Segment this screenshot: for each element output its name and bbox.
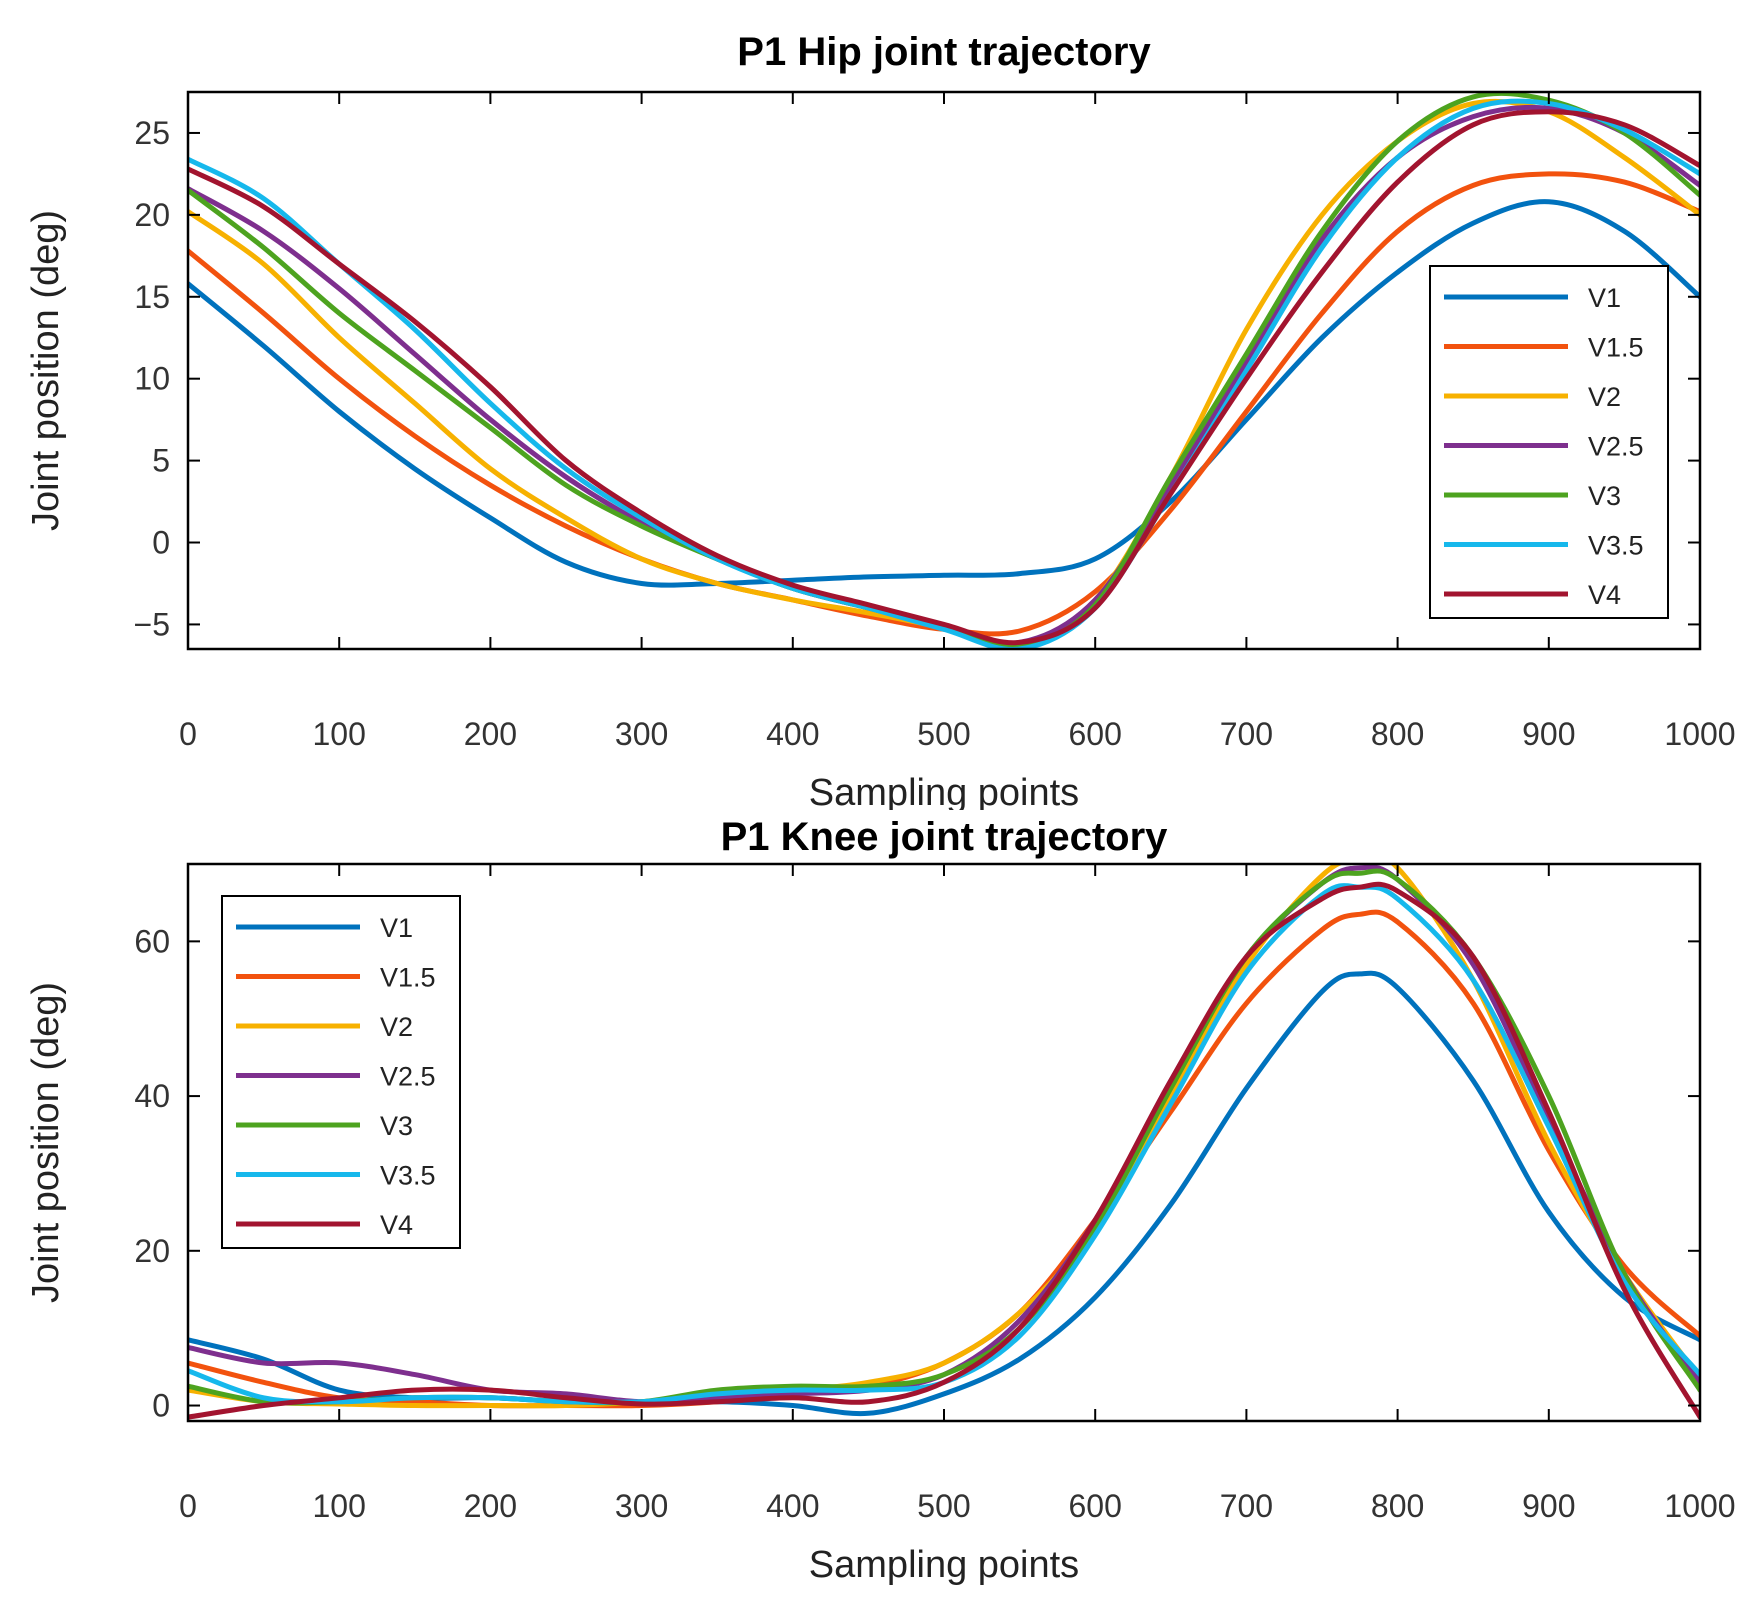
x-tick-label: 500: [917, 1488, 970, 1524]
x-tick-label: 700: [1220, 716, 1273, 752]
x-tick-label: 300: [615, 1488, 668, 1524]
x-tick-label: 100: [313, 716, 366, 752]
legend-label-V2: V2: [1588, 382, 1621, 412]
chart-panel-1: 0 100 200 300 400 500 600 700 800 900 1000 −5 0 5 10 15…: [25, 25, 1736, 814]
legend-label-V2-5: V2.5: [1588, 432, 1644, 462]
legend-box: [1429, 265, 1669, 619]
x-tick-label: 0: [179, 1488, 197, 1524]
legend-label-V1: V1: [380, 913, 413, 943]
y-tick-label: 5: [152, 443, 170, 479]
legend: V1 V1.5 V2 V2.5 V3 V3.5 V4: [221, 895, 461, 1249]
x-tick-label: 400: [766, 1488, 819, 1524]
series-line-V3-5: [188, 883, 1700, 1405]
y-tick-label: 20: [134, 197, 170, 233]
legend-label-V1-5: V1.5: [1588, 333, 1644, 363]
x-tick-label: 600: [1069, 716, 1122, 752]
y-tick-label: 60: [134, 923, 170, 959]
legend-box: [221, 895, 461, 1249]
y-axis-label: Joint position (deg): [25, 982, 67, 1303]
series-line-V3-5: [188, 98, 1700, 649]
series-line-V4: [188, 881, 1700, 1420]
legend-label-V3-5: V3.5: [1588, 531, 1644, 561]
x-axis-label: Sampling points: [809, 1544, 1079, 1586]
x-tick-label: 100: [313, 1488, 366, 1524]
x-tick-label: 400: [766, 716, 819, 752]
chart-title: P1 Hip joint trajectory: [737, 30, 1151, 74]
x-tick-label: 800: [1371, 716, 1424, 752]
legend-label-V4: V4: [380, 1210, 413, 1240]
chart-title: P1 Knee joint trajectory: [721, 815, 1169, 859]
y-tick-label: −5: [134, 606, 170, 642]
legend-label-V3: V3: [380, 1111, 413, 1141]
title-backdrop: [684, 810, 1204, 862]
y-tick-label: 10: [134, 361, 170, 397]
legend-label-V3: V3: [1588, 481, 1621, 511]
legend-label-V2-5: V2.5: [380, 1062, 436, 1092]
y-tick-label: 40: [134, 1078, 170, 1114]
x-tick-label: 900: [1522, 1488, 1575, 1524]
x-tick-label: 1000: [1664, 1488, 1735, 1524]
y-axis-label: Joint position (deg): [25, 210, 67, 531]
legend-label-V1: V1: [1588, 283, 1621, 313]
chart-panel-2: 0 100 200 300 400 500 600 700 800 900 1000 0 20 40 60 P…: [25, 810, 1736, 1586]
title-backdrop: [684, 25, 1204, 77]
y-tick-label: 25: [134, 115, 170, 151]
series-group: [188, 92, 1700, 649]
x-tick-label: 600: [1069, 1488, 1122, 1524]
x-tick-label: 1000: [1664, 716, 1735, 752]
series-line-V4: [188, 109, 1700, 646]
y-tick-label: 0: [152, 1388, 170, 1424]
series-group: [188, 864, 1700, 1420]
legend-label-V4: V4: [1588, 580, 1621, 610]
x-tick-label: 900: [1522, 716, 1575, 752]
x-axis-label: Sampling points: [809, 772, 1079, 814]
legend-label-V2: V2: [380, 1012, 413, 1042]
x-tick-label: 700: [1220, 1488, 1273, 1524]
y-tick-label: 0: [152, 525, 170, 561]
x-tick-label: 500: [917, 716, 970, 752]
x-tick-label: 200: [464, 1488, 517, 1524]
x-tick-label: 200: [464, 716, 517, 752]
y-tick-label: 15: [134, 279, 170, 315]
plot-frame: [186, 90, 1702, 651]
plot-frame: [186, 862, 1702, 1423]
x-tick-label: 800: [1371, 1488, 1424, 1524]
x-tick-label: 300: [615, 716, 668, 752]
series-line-V1: [188, 199, 1700, 588]
legend-label-V1-5: V1.5: [380, 963, 436, 993]
x-tick-label: 0: [179, 716, 197, 752]
legend-label-V3-5: V3.5: [380, 1161, 436, 1191]
legend: V1 V1.5 V2 V2.5 V3 V3.5 V4: [1429, 265, 1669, 619]
y-tick-label: 20: [134, 1233, 170, 1269]
